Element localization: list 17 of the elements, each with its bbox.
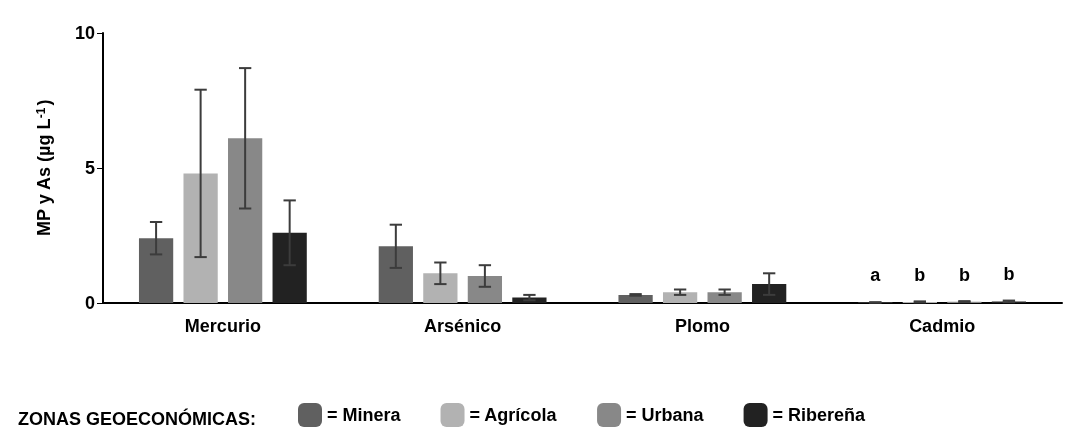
annotation: b [1003, 264, 1015, 285]
annotation: a [870, 265, 882, 286]
y-tick-label: 0 [84, 293, 95, 313]
legend-label: = Urbana [626, 405, 705, 425]
x-tick-label: Mercurio [184, 316, 261, 336]
legend-label: = Agrícola [469, 405, 558, 425]
y-tick-label: 5 [84, 158, 95, 178]
legend-label: = Ribereña [772, 405, 867, 425]
annotation: b [914, 264, 926, 285]
annotation: b [958, 264, 970, 285]
legend-label: = Minera [327, 405, 402, 425]
y-tick-label: 10 [74, 23, 95, 43]
x-tick-label: Arsénico [424, 316, 502, 336]
x-tick-label: Plomo [674, 316, 730, 336]
x-tick-label: Cadmio [909, 316, 976, 336]
y-axis-title: MP y As (µg L-1) [34, 99, 54, 237]
legend-title: ZONAS GEOECONÓMICAS: [18, 408, 257, 429]
